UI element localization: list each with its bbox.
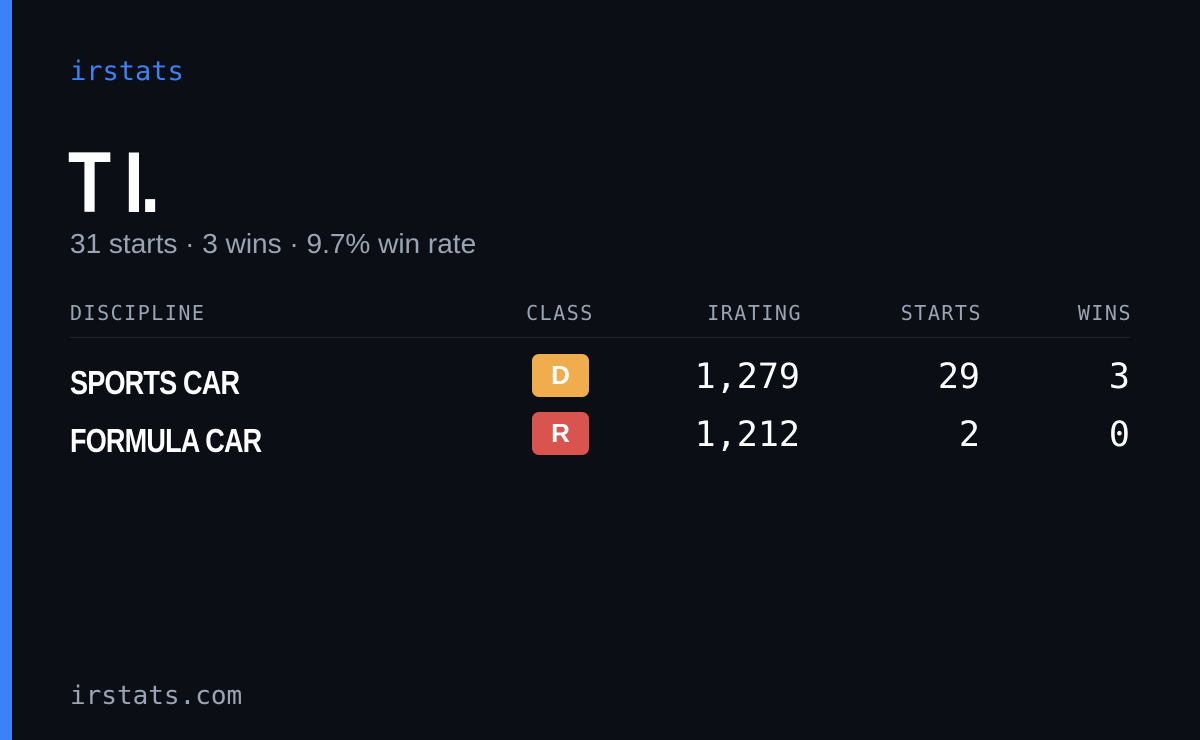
header-starts: STARTS xyxy=(900,301,982,325)
discipline: SPORTS CAR xyxy=(70,364,240,401)
header-wins: WINS xyxy=(1077,301,1132,325)
brand: irstats xyxy=(70,56,184,87)
irating: 1,212 xyxy=(694,415,800,455)
irating: 1,279 xyxy=(694,357,800,397)
summary: 31 starts · 3 wins · 9.7% win rate xyxy=(70,228,477,259)
wins: 0 xyxy=(1108,415,1130,455)
class-badge: R xyxy=(532,412,589,455)
header-irating: IRATING xyxy=(707,301,802,325)
starts: 29 xyxy=(937,357,980,397)
class-badge: D xyxy=(532,354,589,397)
accent-bar xyxy=(0,0,12,740)
discipline: FORMULA CAR xyxy=(70,422,262,459)
header-rule xyxy=(70,337,1130,338)
starts: 2 xyxy=(958,415,980,455)
header-discipline: DISCIPLINE xyxy=(70,301,206,325)
driver-name: T I. xyxy=(68,135,160,231)
header-class: CLASS xyxy=(526,301,594,325)
wins: 3 xyxy=(1108,357,1130,397)
footer-url: irstats.com xyxy=(70,681,243,711)
